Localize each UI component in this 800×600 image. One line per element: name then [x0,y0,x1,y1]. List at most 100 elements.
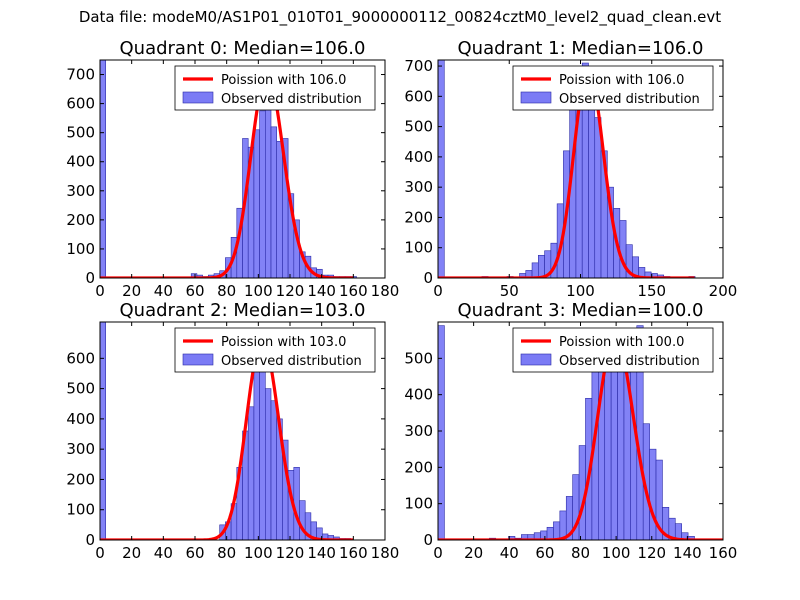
x-tick-label: 180 [371,282,400,300]
x-tick-label: 120 [276,282,305,300]
y-tick-label: 0 [85,269,95,287]
x-tick-label: 40 [500,544,519,562]
histogram-bar [270,400,277,540]
chart-title: Quadrant 2: Median=103.0 [120,300,366,321]
poisson-line [438,334,723,540]
y-tick-label: 600 [66,349,95,367]
y-tick-label: 0 [423,269,433,287]
y-tick-label: 200 [66,470,95,488]
x-tick-label: 60 [535,544,554,562]
y-tick-label: 500 [404,118,433,136]
figure-suptitle: Data file: modeM0/AS1P01_010T01_90000001… [78,8,722,26]
histogram-bar [299,500,306,540]
y-tick-label: 0 [85,531,95,549]
x-tick-label: 80 [217,544,236,562]
x-tick-label: 20 [122,282,141,300]
y-tick-label: 500 [66,124,95,142]
x-tick-label: 0 [95,282,105,300]
chart-title: Quadrant 0: Median=106.0 [120,38,366,59]
y-tick-label: 300 [404,422,433,440]
histogram-bar [546,526,554,540]
histogram-bar [588,93,596,278]
y-tick-label: 400 [66,153,95,171]
histogram-bar [259,110,266,278]
histogram-bar [438,325,445,540]
histogram-bar [538,254,545,278]
y-tick-label: 400 [404,386,433,404]
y-tick-label: 500 [404,349,433,367]
y-tick-label: 600 [66,95,95,113]
histogram-bar [293,467,300,540]
y-tick-label: 200 [404,208,433,226]
x-tick-label: 40 [154,282,173,300]
histogram-bar [264,388,272,540]
y-tick-label: 300 [66,182,95,200]
y-tick-label: 400 [404,148,433,166]
histogram-bar [674,523,682,540]
axes-frame [99,321,386,541]
axes-frame [99,59,386,279]
x-tick-label: 160 [339,282,368,300]
plot-area [100,60,357,278]
legend-label-poisson: Poission with 106.0 [221,73,346,88]
y-tick-label: 100 [404,239,433,257]
legend-bar-swatch [182,353,214,366]
x-tick-label: 140 [307,544,336,562]
chart-title: Quadrant 3: Median=100.0 [458,300,704,321]
histogram-bar [253,358,260,540]
histogram-bar [617,354,625,540]
legend-bar-swatch [520,91,552,104]
y-tick-label: 400 [66,410,95,428]
histogram-bar [100,60,106,278]
y-tick-label: 100 [66,501,95,519]
histogram-bar [438,60,445,278]
x-tick-label: 0 [433,282,443,300]
x-tick-label: 140 [307,282,336,300]
x-tick-label: 200 [709,282,738,300]
x-tick-label: 60 [185,544,204,562]
x-tick-label: 180 [371,544,400,562]
x-tick-label: 160 [339,544,368,562]
y-tick-label: 100 [404,495,433,513]
poisson-line [100,72,354,278]
histogram-bar [276,141,283,278]
histogram-bar [264,100,272,278]
x-tick-label: 20 [464,544,483,562]
x-tick-label: 100 [602,544,631,562]
chart-panel-1: 0 50 100 150 200 0 100 200 300 400 500 600 700 Quadra… [404,38,737,300]
x-tick-label: 120 [637,544,666,562]
chart-panel-0: 0 20 40 60 80 100 120 140 160 1800100200300400500… [66,38,399,300]
legend-label-observed: Observed distribution [221,354,362,369]
x-tick-label: 160 [709,544,738,562]
poisson-line [100,338,354,540]
legend-label-observed: Observed distribution [559,354,700,369]
histogram-bar [253,129,260,278]
legend-bar-swatch [182,91,214,104]
x-tick-label: 0 [95,544,105,562]
histogram-bar [270,126,277,278]
y-tick-label: 700 [66,66,95,84]
x-tick-label: 120 [276,544,305,562]
y-tick-label: 200 [404,458,433,476]
y-tick-label: 300 [66,440,95,458]
x-tick-label: 20 [122,544,141,562]
legend-label-poisson: Poission with 100.0 [559,335,684,350]
x-tick-label: 140 [673,544,702,562]
x-tick-label: 60 [185,282,204,300]
chart-title: Quadrant 1: Median=106.0 [458,38,704,59]
y-tick-label: 500 [66,380,95,398]
plot-area [438,325,723,540]
legend-label-poisson: Poission with 106.0 [559,73,684,88]
x-tick-label: 100 [566,282,595,300]
legend-label-observed: Observed distribution [559,92,700,107]
plot-area [100,322,354,540]
histogram-bar [594,117,602,278]
histogram-bar [100,322,106,540]
legend-bar-swatch [520,353,552,366]
chart-panel-3: 0 20 40 60 80 100 120 140 160 0 100 200 300 400 500 Qua… [404,300,737,562]
x-tick-label: 100 [244,544,273,562]
y-tick-label: 600 [404,87,433,105]
histogram-bar [247,406,255,540]
y-tick-label: 0 [423,531,433,549]
histogram-bar [531,262,539,278]
